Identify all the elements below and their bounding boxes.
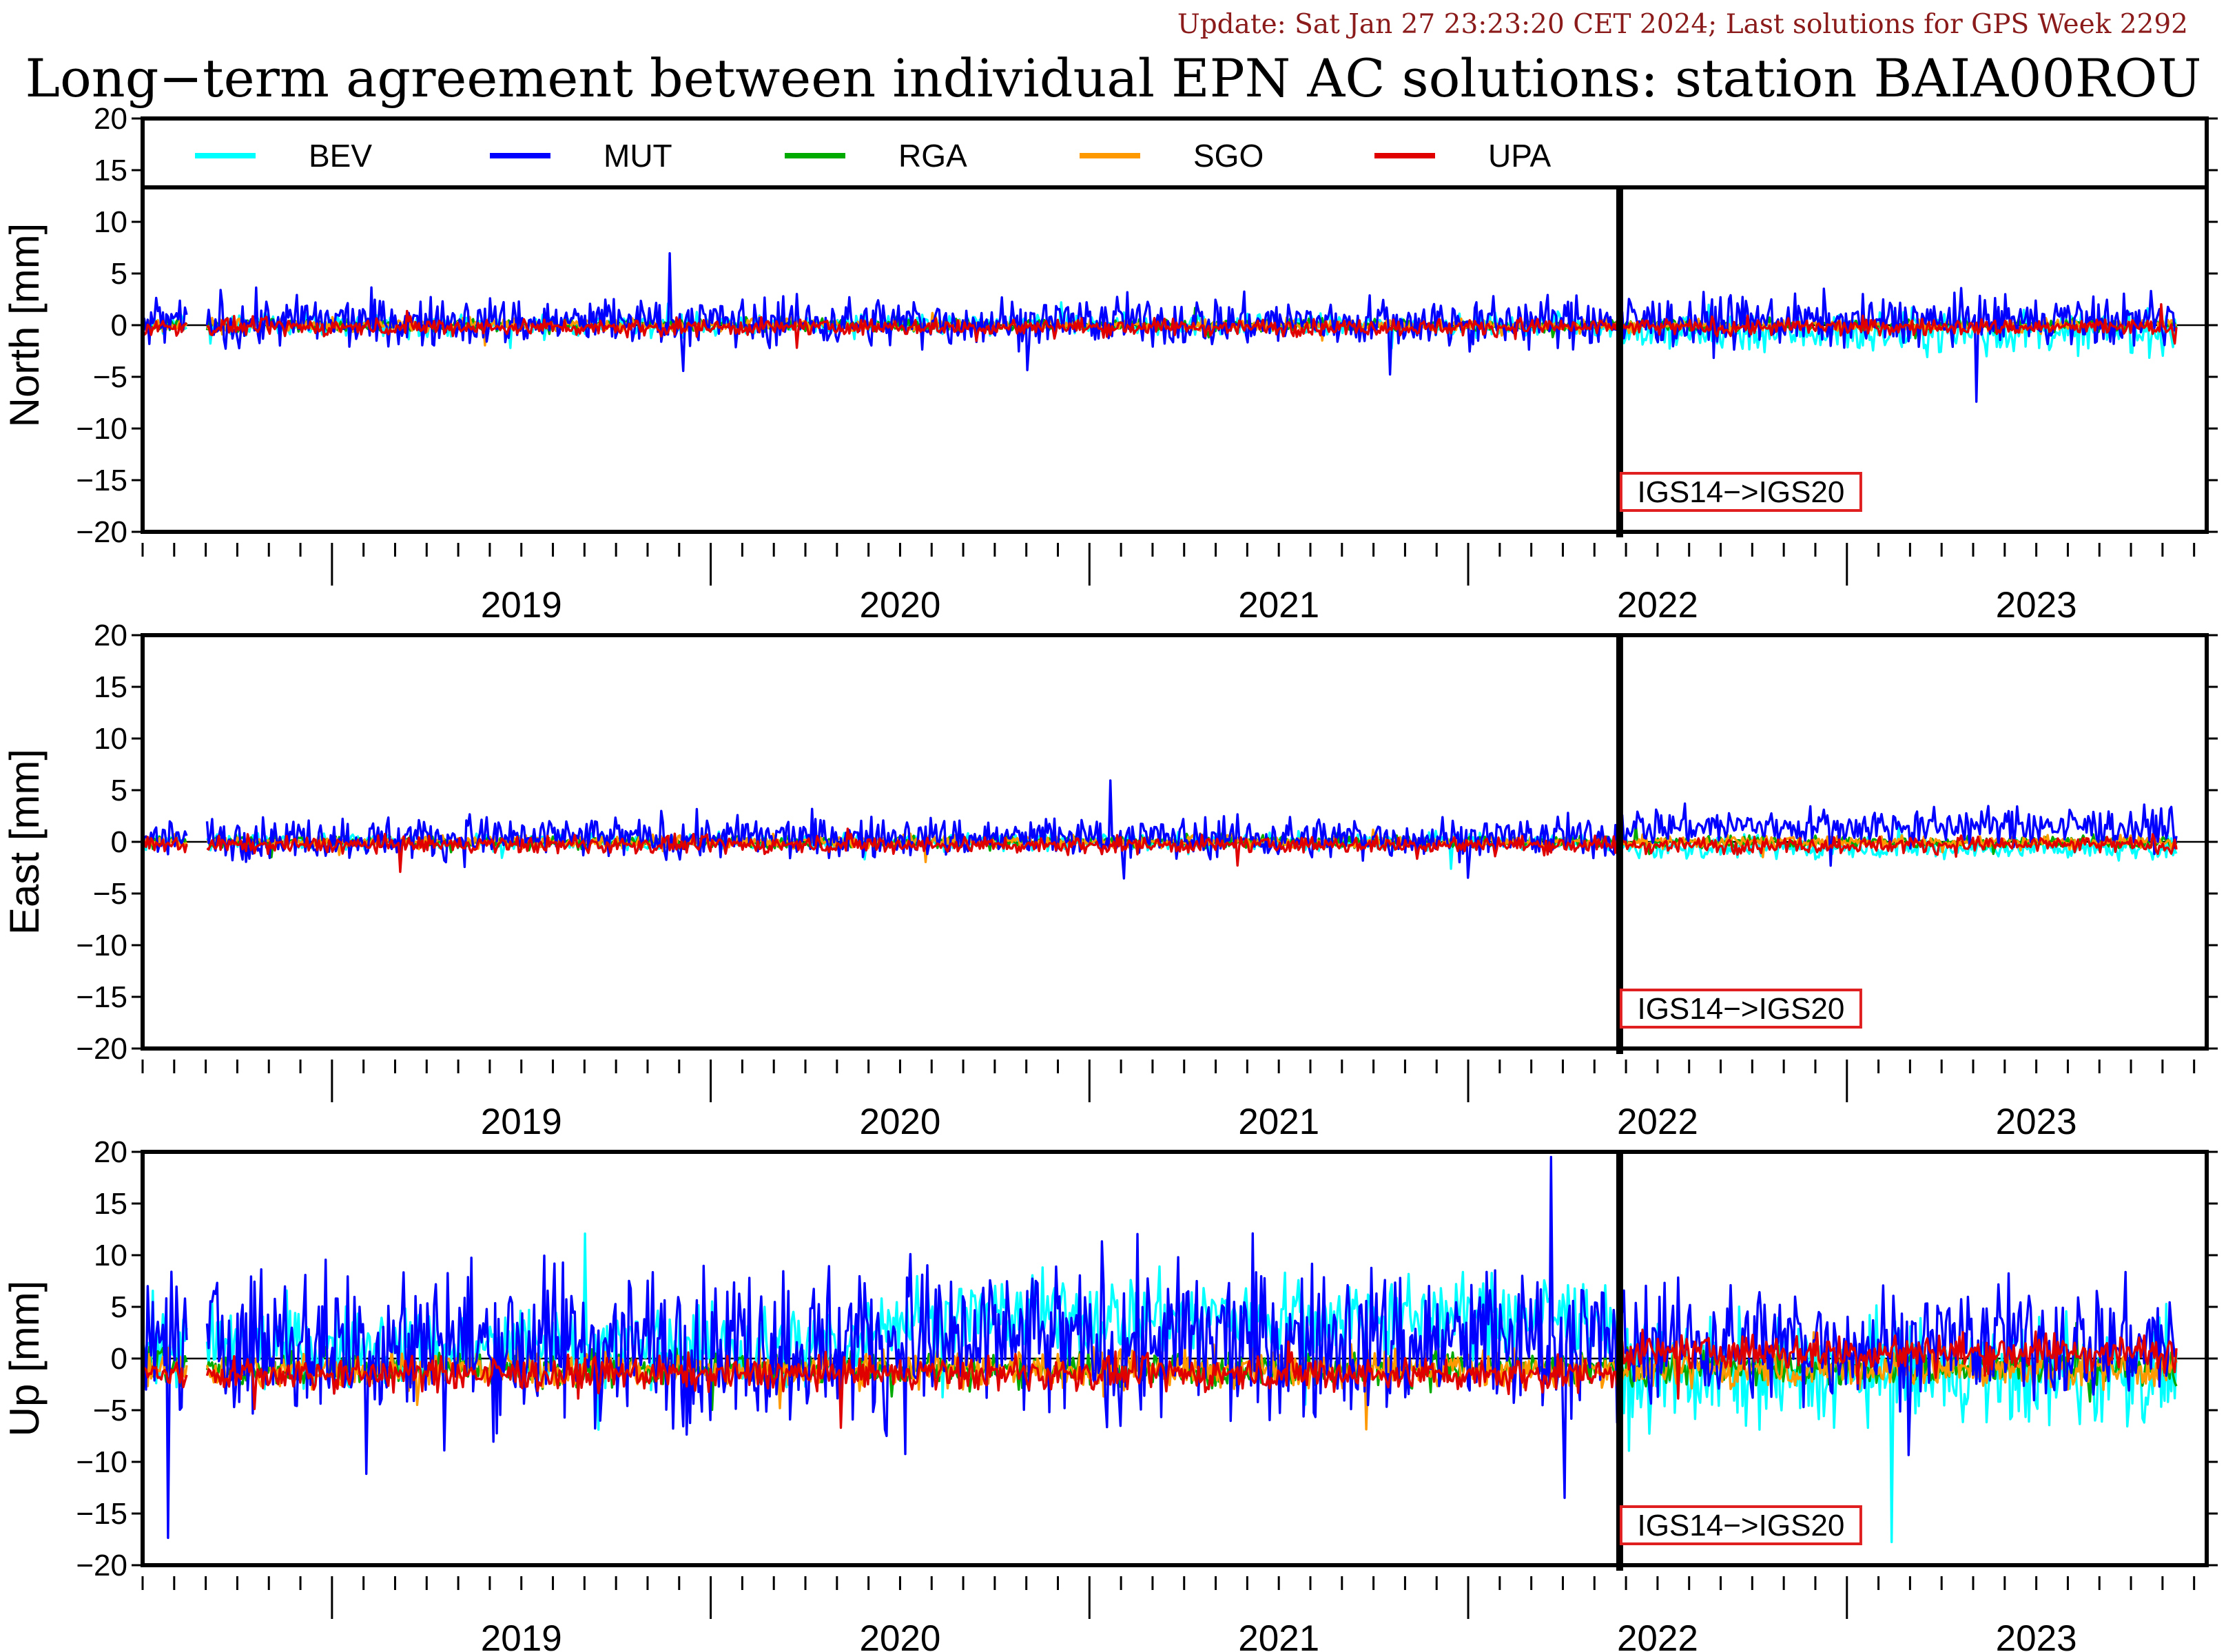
y-tick-label: 15	[94, 1187, 127, 1221]
y-tick-label: −5	[93, 1394, 127, 1427]
x-year-label: 2021	[1238, 585, 1319, 626]
series-line-upa	[142, 1328, 2178, 1429]
y-axis-label: Up [mm]	[1, 1281, 48, 1437]
y-tick-label: −20	[76, 515, 127, 549]
y-tick-label: −15	[76, 1497, 127, 1531]
panel-3: 20 15 10 5 0 −5 −10 −15 −20 IGS14−>IGS20 2019 2020 2…	[1, 1135, 2218, 1652]
y-axis-label: East [mm]	[1, 749, 48, 935]
y-tick-label: −5	[93, 877, 127, 911]
legend-label-rga: RGA	[898, 138, 967, 174]
y-tick-label: 10	[94, 205, 127, 239]
y-tick-label: −10	[76, 412, 127, 446]
x-year-label: 2022	[1617, 585, 1698, 626]
legend-label-bev: BEV	[309, 138, 372, 174]
frame-change-label: IGS14−>IGS20	[1637, 1509, 1844, 1542]
frame-change-label: IGS14−>IGS20	[1637, 475, 1844, 509]
y-tick-label: −10	[76, 1445, 127, 1479]
x-year-label: 2021	[1238, 1102, 1319, 1142]
x-year-label: 2022	[1617, 1102, 1698, 1142]
legend-label-sgo: SGO	[1193, 138, 1264, 174]
x-year-label: 2019	[481, 585, 562, 626]
y-tick-label: −20	[76, 1549, 127, 1582]
y-tick-label: −10	[76, 929, 127, 962]
plot-frame	[141, 1150, 2209, 1567]
y-tick-label: 15	[94, 670, 127, 704]
x-year-label: 2022	[1617, 1618, 1698, 1652]
x-year-label: 2019	[481, 1618, 562, 1652]
y-axis-label: North [mm]	[1, 223, 48, 428]
frame-change-label: IGS14−>IGS20	[1637, 992, 1844, 1026]
y-tick-label: 15	[94, 154, 127, 187]
x-year-label: 2023	[1996, 1618, 2077, 1652]
panel-2: 20 15 10 5 0 −5 −10 −15 −20 IGS14−>IGS20 2019 2020 2…	[1, 619, 2218, 1142]
y-tick-label: −15	[76, 464, 127, 497]
y-tick-label: −15	[76, 980, 127, 1014]
y-tick-label: 10	[94, 722, 127, 756]
legend-label-upa: UPA	[1488, 138, 1551, 174]
chart-title: Long−term agreement between individual E…	[25, 48, 2202, 109]
series-line-mut	[141, 1155, 2178, 1539]
frame-change-box	[1619, 989, 1862, 1029]
y-tick-label: 5	[111, 257, 127, 291]
series-line-upa	[141, 303, 2178, 349]
y-tick-label: 0	[111, 825, 127, 859]
y-tick-label: −5	[93, 360, 127, 394]
x-year-label: 2020	[859, 1102, 940, 1142]
legend-label-mut: MUT	[604, 138, 672, 174]
y-tick-label: 20	[94, 102, 127, 136]
frame-change-box	[1619, 1505, 1862, 1545]
y-tick-label: 10	[94, 1239, 127, 1272]
x-year-label: 2023	[1996, 1102, 2077, 1142]
legend-box	[141, 116, 2209, 189]
y-tick-label: 20	[94, 1135, 127, 1169]
y-tick-label: 0	[111, 309, 127, 342]
y-tick-label: 0	[111, 1342, 127, 1376]
panel-1: 20 15 10 5 0 −5 −10 −15 −20 IGS14−>IGS20 2019 2020 2…	[1, 102, 2218, 626]
frame-change-box	[1619, 472, 1862, 512]
x-year-label: 2021	[1238, 1618, 1319, 1652]
y-tick-label: 5	[111, 1290, 127, 1324]
series-line-upa	[141, 827, 2178, 874]
plot-frame	[141, 633, 2209, 1051]
series-line-mut	[141, 779, 2178, 880]
y-tick-label: −20	[76, 1032, 127, 1066]
update-text: Update: Sat Jan 27 23:23:20 CET 2024; La…	[1177, 9, 2188, 40]
y-tick-label: 20	[94, 619, 127, 652]
legend: BEV MUT RGA SGO UPA	[141, 116, 2209, 189]
x-year-label: 2023	[1996, 585, 2077, 626]
x-year-label: 2020	[859, 585, 940, 626]
x-year-label: 2019	[481, 1102, 562, 1142]
y-tick-label: 5	[111, 774, 127, 807]
x-year-label: 2020	[859, 1618, 940, 1652]
